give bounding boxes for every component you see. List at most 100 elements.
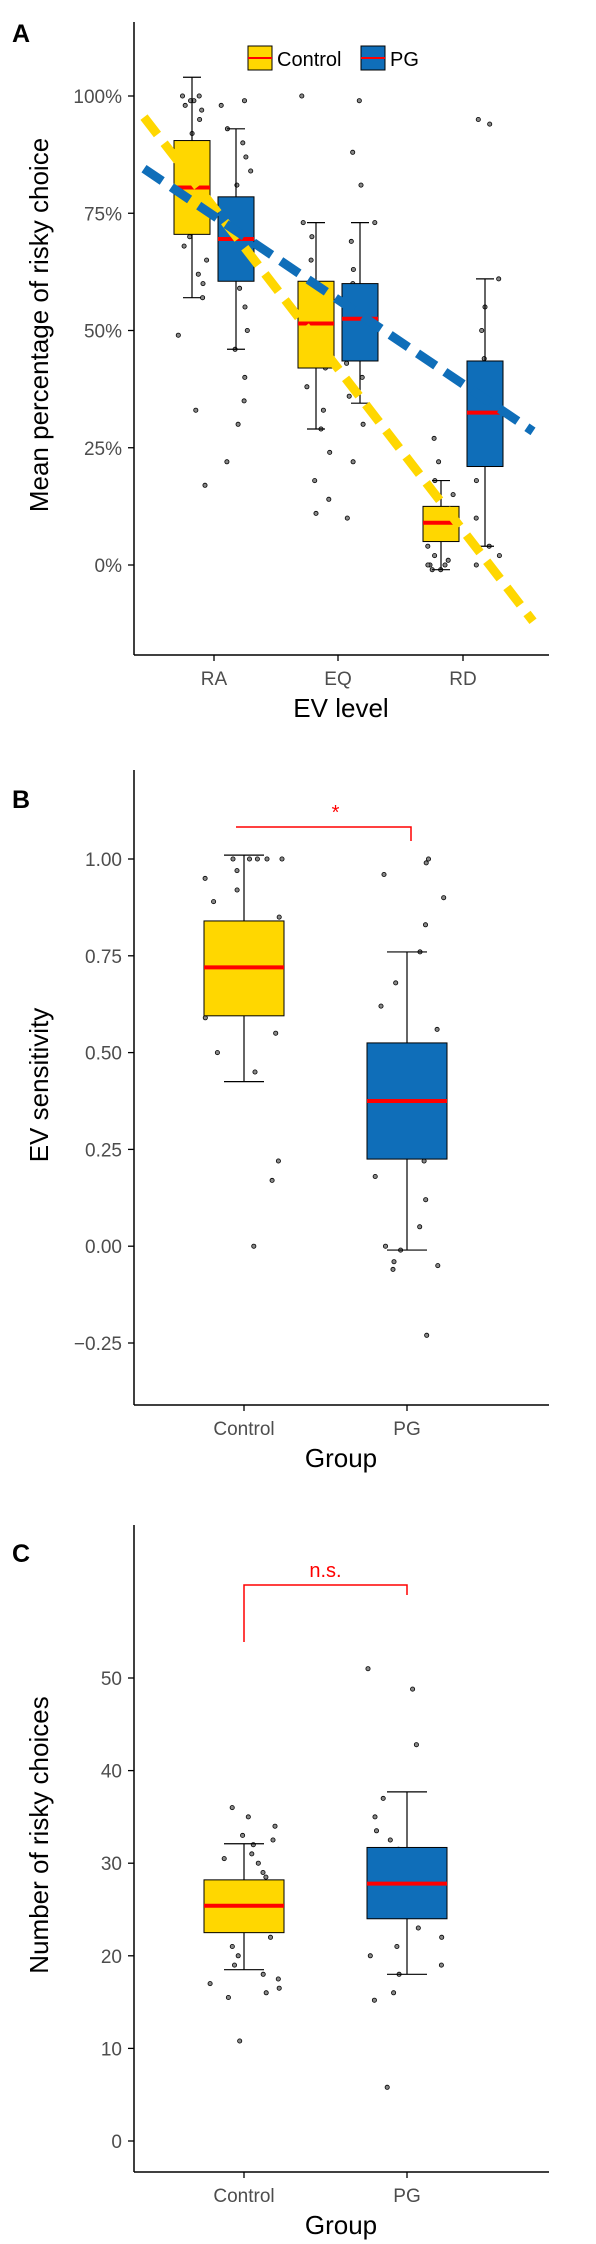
control-point — [211, 899, 217, 905]
x-axis-title: EV level — [293, 693, 388, 723]
y-tick-label: 0 — [111, 2132, 122, 2153]
significance-label: n.s. — [309, 1560, 341, 1582]
y-tick-label: 0.75 — [85, 947, 122, 968]
pg-point — [367, 1953, 373, 1959]
pg-rd-point — [473, 478, 479, 484]
control-ra-point — [181, 243, 187, 249]
pg-point — [372, 1814, 378, 1820]
panel-letter-b: B — [12, 786, 30, 814]
control-eq-point — [299, 93, 305, 99]
y-tick-label: −0.25 — [74, 1334, 122, 1355]
control-ra-point — [204, 257, 210, 263]
pg-point — [439, 1934, 445, 1940]
control-point — [229, 1944, 235, 1950]
pg-point — [391, 1990, 397, 1996]
control-point — [245, 1814, 251, 1820]
pg-point — [372, 1174, 378, 1180]
control-eq-point — [320, 407, 326, 413]
control-ra-point — [182, 102, 188, 108]
control-point — [246, 856, 252, 862]
y-tick-label: 0.25 — [85, 1140, 122, 1161]
panel-b: B * −0.25 0.00 0.25 0.50 0.75 1.00 Control PG Grou… — [12, 770, 549, 1473]
pg-ra-point — [242, 304, 248, 310]
control-point — [234, 887, 240, 893]
legend-label-pg: PG — [390, 49, 419, 71]
pg-eq-point — [348, 238, 354, 244]
legend-label-control: Control — [277, 49, 341, 71]
panel-letter-c: C — [12, 1540, 30, 1568]
pg-point — [393, 980, 399, 986]
control-ra-point — [200, 295, 206, 301]
x-axis-title: Group — [305, 1443, 377, 1473]
control-point — [202, 1015, 208, 1021]
control-point — [240, 1832, 246, 1838]
pg-point — [435, 1263, 441, 1269]
control-eq-point — [309, 234, 315, 240]
pg-point — [373, 1828, 379, 1834]
pg-point — [425, 856, 431, 862]
y-axis-title: Number of risky choices — [24, 1696, 54, 1973]
control-ra-point — [202, 482, 208, 488]
x-tick-label: PG — [393, 2186, 420, 2207]
control-rd-point — [442, 562, 448, 568]
pg-rd-point — [479, 327, 485, 333]
x-tick-label: RD — [449, 669, 476, 690]
control-point — [235, 1953, 241, 1959]
control-point — [231, 1962, 237, 1968]
pg-rd-point — [487, 121, 493, 127]
pg-point — [391, 1259, 397, 1265]
control-ra-point — [196, 93, 202, 99]
control-eq-point — [312, 478, 318, 484]
pg-point — [413, 1742, 419, 1748]
legend: Control PG — [247, 45, 419, 71]
pg-point — [410, 1686, 416, 1692]
y-tick-label: 0.50 — [85, 1044, 122, 1065]
control-point — [276, 914, 282, 920]
x-tick-label: Control — [213, 2186, 274, 2207]
y-tick-label: 1.00 — [85, 850, 122, 871]
control-eq-point — [326, 496, 332, 502]
pg-eq-point — [344, 360, 350, 366]
y-tick-label: 20 — [101, 1947, 122, 1968]
control-point — [234, 868, 240, 874]
pg-ra-point — [241, 98, 247, 104]
x-axis-title: Group — [305, 2210, 377, 2240]
pg-eq-point — [372, 220, 378, 226]
control-rd-point — [432, 553, 438, 559]
control-point — [263, 1874, 269, 1880]
control-point — [237, 2038, 243, 2044]
pg-trend-line — [141, 164, 536, 436]
pg-eq-point — [360, 421, 366, 427]
control-rd-point — [425, 543, 431, 549]
control-point — [254, 856, 260, 862]
control-point — [249, 1851, 255, 1857]
pg-ra-point — [243, 154, 249, 160]
y-tick-label: 50% — [84, 322, 122, 343]
pg-rd-point — [496, 553, 502, 559]
significance-label: * — [332, 802, 340, 824]
control-point — [214, 1050, 220, 1056]
control-point — [225, 1995, 231, 2001]
control-point — [273, 1030, 279, 1036]
pg-point — [381, 872, 387, 878]
control-eq-point — [327, 449, 333, 455]
pg-rd-point — [496, 276, 502, 282]
pg-eq-box — [341, 283, 379, 362]
control-point — [255, 1860, 261, 1866]
x-tick-label: EQ — [324, 669, 351, 690]
pg-point — [415, 1925, 421, 1931]
pg-point — [438, 1962, 444, 1968]
pg-point — [422, 922, 428, 928]
pg-ra-point — [241, 398, 247, 404]
pg-point — [378, 1003, 384, 1009]
pg-ra-point — [248, 168, 254, 174]
y-tick-label: 30 — [101, 1854, 122, 1875]
control-ra-point — [187, 234, 193, 240]
control-point — [263, 1990, 269, 1996]
control-point — [207, 1981, 213, 1987]
control-eq-point — [300, 220, 306, 226]
pg-rd-point — [475, 117, 481, 123]
pg-rd-point — [473, 515, 479, 521]
y-axis-title: Mean percentage of risky choice — [24, 138, 54, 512]
y-tick-label: 50 — [101, 1669, 122, 1690]
